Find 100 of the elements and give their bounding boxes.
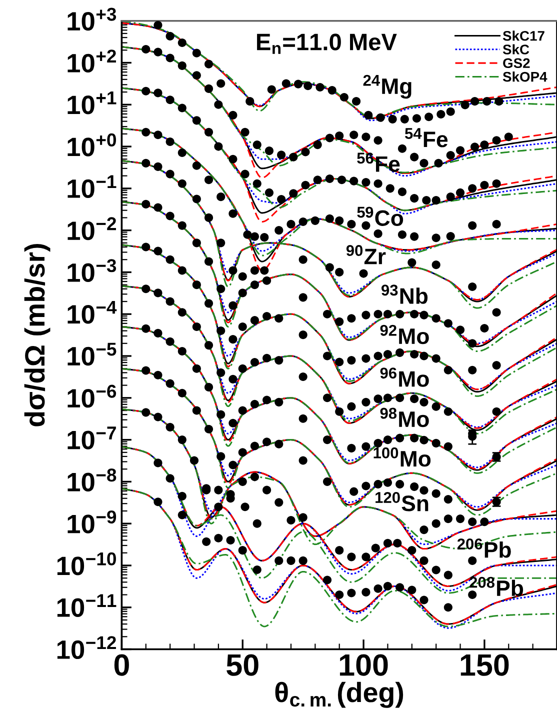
point [262, 312, 272, 321]
point [252, 565, 262, 574]
point [337, 176, 346, 184]
point [480, 180, 489, 190]
y-tick-label: 10$^{−3}$ [68, 259, 116, 282]
point [226, 536, 235, 545]
point [166, 422, 174, 432]
point [240, 170, 250, 178]
annotation: E$_{n}$=11.0 MeV [257, 34, 397, 54]
point [340, 92, 348, 102]
y-axis-title: dσ/dΩ (mb/sr) [24, 244, 50, 426]
point [252, 140, 262, 150]
point [335, 216, 344, 225]
point [142, 284, 150, 294]
point [362, 398, 370, 406]
point [228, 209, 238, 218]
point [204, 176, 214, 184]
point [228, 418, 238, 428]
point [142, 324, 150, 333]
point [250, 442, 259, 450]
point [154, 328, 162, 338]
point [166, 474, 174, 483]
point [262, 276, 272, 285]
point [420, 526, 428, 534]
point [396, 310, 404, 318]
point [228, 154, 238, 164]
point [470, 142, 480, 152]
point [246, 97, 254, 106]
annotation: $^{96}$Mo [380, 368, 429, 387]
x-tick-label: 0 [114, 654, 129, 676]
point [412, 114, 422, 123]
point [267, 85, 276, 94]
point [446, 150, 455, 160]
point [286, 516, 296, 525]
point [468, 518, 477, 526]
point [204, 382, 214, 392]
point [388, 114, 397, 124]
point [432, 234, 440, 242]
point [383, 478, 392, 487]
annotation: $^{120}$Sn [376, 492, 428, 512]
point [192, 194, 201, 204]
point [192, 238, 201, 248]
x-tick-label: 50 [226, 654, 258, 676]
x-tick-label: 100 [340, 654, 388, 676]
point [335, 317, 344, 326]
point [214, 534, 223, 542]
point [347, 552, 356, 562]
point [386, 184, 394, 193]
point [154, 370, 162, 380]
point [393, 538, 402, 548]
point [142, 366, 150, 375]
point [325, 263, 334, 272]
point [286, 220, 296, 228]
point [325, 134, 334, 142]
point [396, 480, 404, 488]
point [166, 170, 174, 178]
point [250, 280, 259, 290]
point [216, 79, 226, 88]
point [214, 486, 223, 494]
point [322, 352, 332, 360]
point [238, 448, 247, 457]
point [374, 480, 382, 488]
annotation: $^{93}$Nb [382, 284, 428, 304]
point [301, 180, 310, 190]
x-axis-title: θ$_{c.m.}$(deg) [275, 682, 404, 708]
point [432, 489, 440, 498]
point [240, 128, 250, 136]
point [504, 132, 513, 142]
point [214, 142, 223, 151]
point [243, 230, 252, 239]
point [262, 486, 272, 494]
point [362, 221, 370, 230]
point [274, 356, 284, 365]
point [216, 452, 226, 461]
point [383, 394, 392, 402]
point [432, 196, 440, 205]
point [154, 498, 162, 506]
point [142, 128, 150, 136]
point [347, 402, 356, 411]
point [432, 260, 440, 270]
point [142, 86, 150, 96]
point [154, 412, 162, 422]
annotation: $^{98}$Mo [380, 408, 429, 428]
point [362, 132, 370, 142]
point [250, 400, 259, 408]
point [335, 358, 344, 366]
point [192, 71, 201, 80]
point [142, 44, 150, 54]
point [480, 324, 489, 333]
annotation: $^{24}$Mg [363, 74, 412, 99]
point [142, 408, 150, 417]
point [468, 282, 477, 292]
point [347, 314, 356, 323]
y-tick-label: 10$^{−2}$ [68, 217, 116, 240]
y-tick-label: 10$^{+3}$ [68, 8, 116, 31]
point [420, 486, 428, 495]
point [432, 314, 440, 323]
point [492, 220, 501, 228]
point [313, 176, 322, 184]
point [228, 460, 238, 470]
